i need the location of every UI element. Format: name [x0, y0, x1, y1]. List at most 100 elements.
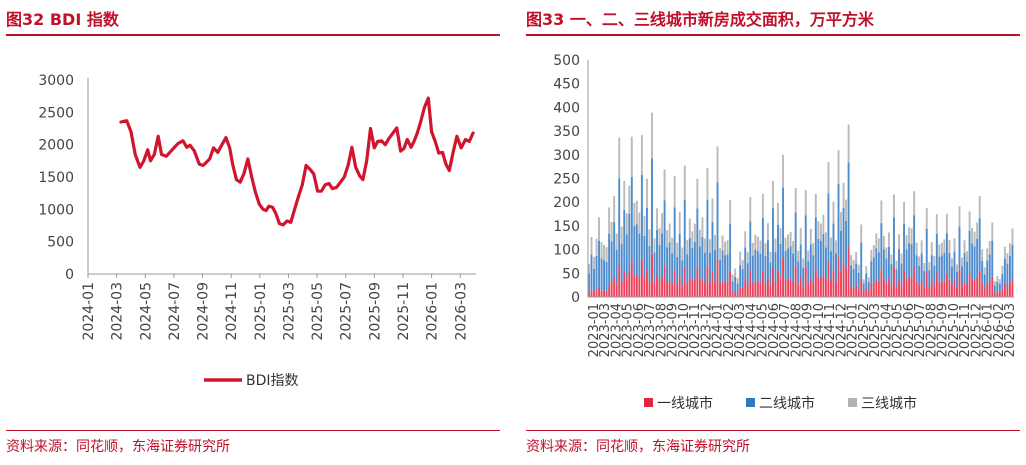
housing-bar-2 [761, 218, 764, 271]
housing-bar-3 [880, 200, 883, 224]
housing-bar-1 [948, 279, 951, 297]
housing-bar-2 [832, 223, 835, 271]
housing-bar-3 [716, 146, 719, 183]
housing-bar-1 [673, 270, 676, 297]
housing-bar-3 [835, 240, 837, 254]
housing-bar-2 [658, 244, 661, 281]
housing-x-tick-label: 2023-03 [598, 303, 613, 357]
housing-bar-3 [703, 238, 706, 253]
housing-bar-2 [651, 158, 653, 254]
housing-bar-1 [850, 286, 853, 297]
housing-bar-3 [913, 191, 916, 216]
bdi-source: 资料来源：同花顺，东海证券研究所 [6, 439, 230, 455]
housing-x-tick-label: 2025-12 [969, 303, 984, 357]
housing-bar-2 [774, 252, 777, 281]
housing-bar-1 [872, 282, 875, 297]
housing-bar-1 [756, 281, 759, 297]
housing-bar-1 [890, 284, 893, 297]
housing-bar-3 [862, 279, 865, 284]
housing-bar-1 [887, 278, 890, 297]
housing-bar-1 [746, 285, 749, 297]
housing-bar-1 [925, 271, 928, 297]
bdi-x-tick-label: 2025-11 [396, 282, 412, 341]
housing-bar-2 [1008, 256, 1011, 283]
housing-bar-2 [961, 266, 963, 287]
housing-bar-1 [978, 270, 981, 297]
housing-bar-1 [708, 282, 711, 297]
housing-bar-1 [1008, 282, 1011, 297]
housing-x-tick-label: 2023-07 [643, 303, 658, 357]
housing-bar-3 [882, 235, 885, 250]
housing-bar-3 [615, 233, 618, 250]
housing-bar-2 [734, 277, 737, 292]
housing-bar-2 [862, 283, 865, 292]
housing-bar-3 [978, 196, 981, 219]
housing-bar-1 [829, 280, 832, 297]
housing-bar-1 [744, 279, 747, 297]
housing-bar-1 [739, 287, 742, 297]
housing-bar-2 [847, 162, 850, 247]
housing-bar-1 [842, 263, 845, 297]
housing-bar-2 [797, 261, 800, 285]
housing-x-tick-label: 2023-08 [654, 303, 669, 357]
housing-bar-2 [1011, 244, 1014, 279]
housing-bar-3 [983, 267, 986, 275]
housing-bar-3 [789, 231, 792, 247]
housing-bar-2 [943, 252, 946, 281]
housing-bar-1 [898, 279, 900, 297]
housing-bar-1 [956, 287, 958, 297]
housing-bar-2 [787, 248, 790, 280]
housing-x-tick-label: 2024-11 [823, 303, 838, 357]
housing-bar-2 [643, 235, 646, 278]
housing-bar-3 [645, 178, 648, 208]
housing-bar-1 [799, 277, 802, 297]
housing-bar-2 [996, 281, 999, 292]
housing-bar-2 [779, 243, 782, 278]
housing-bar-2 [716, 182, 719, 259]
housing-bar-1 [930, 281, 933, 297]
housing-bar-3 [668, 223, 671, 243]
housing-bar-1 [857, 288, 860, 297]
housing-bar-1 [814, 269, 817, 297]
housing-bar-1 [928, 286, 931, 297]
housing-bar-3 [681, 247, 684, 261]
housing-bar-3 [608, 207, 611, 234]
housing-bar-2 [940, 255, 943, 282]
housing-bar-3 [976, 222, 979, 239]
bdi-series-line [119, 96, 475, 227]
housing-bar-2 [678, 233, 681, 278]
housing-bar-3 [711, 198, 714, 223]
housing-bar-2 [708, 253, 711, 283]
housing-bar-1 [651, 253, 653, 297]
housing-bar-1 [837, 256, 840, 297]
housing-bar-3 [630, 136, 633, 177]
housing-bar-2 [963, 253, 966, 282]
housing-bar-2 [905, 249, 908, 280]
housing-bar-1 [789, 278, 792, 297]
housing-bar-1 [593, 292, 595, 297]
housing-bar-2 [938, 256, 941, 283]
housing-bar-2 [633, 226, 636, 276]
housing-bar-3 [829, 237, 832, 252]
housing-bar-2 [588, 273, 590, 293]
housing-bar-3 [756, 236, 759, 251]
housing-bar-1 [681, 285, 684, 297]
housing-bar-3 [877, 238, 880, 253]
housing-x-tick-label: 2024-07 [778, 303, 793, 357]
housing-bar-1 [918, 285, 921, 297]
housing-x-tick-label: 2023-12 [699, 303, 714, 357]
housing-bar-3 [872, 245, 875, 258]
housing-bar-2 [777, 224, 779, 271]
housing-bar-1 [749, 270, 752, 297]
housing-bar-2 [910, 243, 913, 278]
housing-bar-3 [923, 263, 926, 271]
housing-bar-3 [769, 251, 772, 263]
housing-bar-2 [663, 200, 666, 267]
housing-bar-2 [618, 178, 621, 266]
housing-bar-2 [872, 257, 875, 283]
housing-bar-1 [663, 266, 666, 297]
housing-bar-1 [953, 279, 956, 297]
housing-x-tick-label: 2024-10 [812, 303, 827, 357]
housing-x-tick-label: 2023-11 [688, 303, 703, 357]
housing-x-tick-label: 2025-01 [846, 303, 861, 357]
